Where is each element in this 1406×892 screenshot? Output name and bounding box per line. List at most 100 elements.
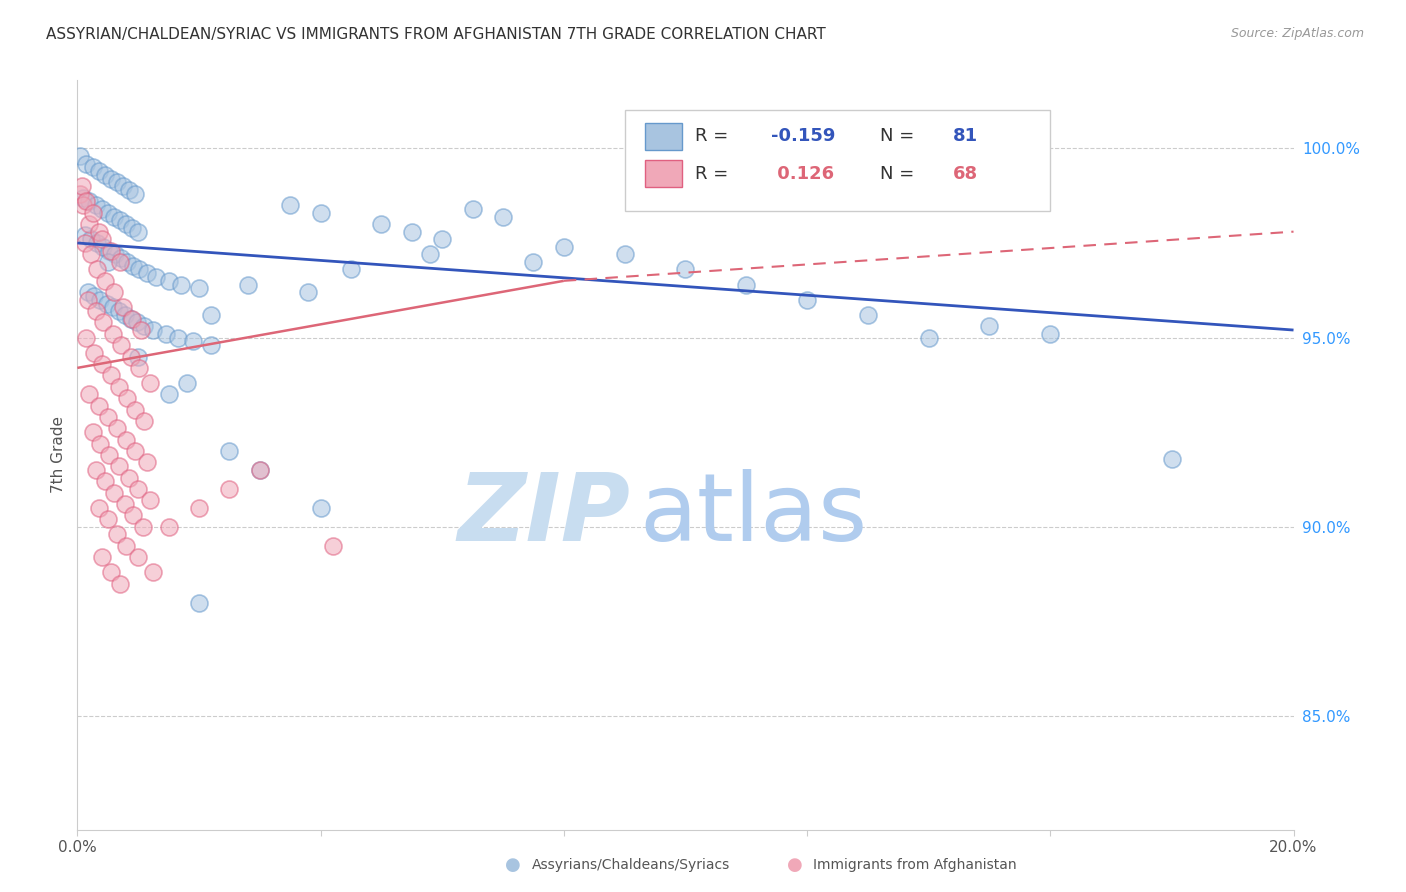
Text: Immigrants from Afghanistan: Immigrants from Afghanistan: [813, 858, 1017, 872]
Text: R =: R =: [695, 128, 734, 145]
Point: [157, 274, 180, 288]
Point: [97, 255, 120, 269]
Point: [122, 508, 145, 523]
Point: [100, 566, 122, 580]
Point: [96, 296, 118, 310]
Text: Assyrians/Chaldeans/Syriacs: Assyrians/Chaldeans/Syriacs: [531, 858, 730, 872]
Point: [157, 387, 180, 401]
Point: [115, 539, 138, 553]
Point: [401, 225, 423, 239]
Point: [553, 240, 575, 254]
Point: [87, 500, 110, 515]
Point: [90, 202, 112, 216]
Point: [115, 255, 138, 269]
Point: [87, 164, 110, 178]
Text: ZIP: ZIP: [458, 469, 631, 561]
Text: N =: N =: [880, 128, 920, 145]
Text: 0.126: 0.126: [770, 165, 834, 183]
Point: [72, 191, 94, 205]
Point: [121, 311, 143, 326]
Point: [176, 376, 198, 390]
Point: [80, 232, 103, 246]
Point: [249, 463, 271, 477]
Point: [84, 463, 107, 477]
Point: [118, 183, 141, 197]
Point: [105, 176, 128, 190]
Point: [142, 323, 165, 337]
Point: [170, 277, 193, 292]
Point: [79, 387, 101, 401]
Point: [111, 179, 134, 194]
Text: ●: ●: [505, 856, 522, 874]
Point: [73, 228, 96, 243]
Point: [127, 350, 149, 364]
Text: 81: 81: [953, 128, 979, 145]
Point: [136, 455, 159, 469]
Point: [91, 316, 114, 330]
Point: [80, 247, 103, 261]
Point: [110, 251, 132, 265]
Point: [236, 277, 259, 292]
Point: [90, 550, 112, 565]
Point: [103, 285, 125, 300]
Point: [188, 500, 211, 515]
Point: [75, 156, 97, 170]
Point: [114, 308, 136, 322]
Point: [522, 255, 544, 269]
Point: [93, 475, 115, 489]
Point: [90, 232, 112, 246]
Point: [89, 293, 111, 307]
Point: [1161, 451, 1184, 466]
Point: [93, 168, 115, 182]
Point: [200, 308, 222, 322]
Point: [249, 463, 271, 477]
Point: [91, 240, 114, 254]
Point: [124, 402, 146, 417]
Point: [188, 281, 211, 295]
Point: [75, 330, 97, 344]
Point: [735, 277, 758, 292]
Point: [796, 293, 818, 307]
Point: [84, 304, 107, 318]
Point: [108, 576, 131, 591]
Point: [918, 330, 941, 344]
Point: [218, 482, 240, 496]
Point: [108, 255, 131, 269]
Point: [86, 262, 108, 277]
Point: [322, 539, 344, 553]
Point: [82, 161, 104, 175]
Point: [155, 326, 177, 341]
Point: [69, 149, 91, 163]
Point: [297, 285, 319, 300]
Point: [82, 205, 104, 219]
Point: [127, 550, 149, 565]
Point: [309, 205, 332, 219]
Point: [419, 247, 441, 261]
Point: [87, 399, 110, 413]
Point: [127, 225, 149, 239]
Point: [278, 198, 301, 212]
Point: [93, 274, 115, 288]
Point: [120, 311, 142, 326]
Point: [108, 213, 131, 227]
Point: [104, 247, 127, 261]
Point: [97, 244, 120, 258]
Point: [73, 235, 96, 250]
Point: [122, 259, 145, 273]
Y-axis label: 7th Grade: 7th Grade: [51, 417, 66, 493]
Point: [188, 595, 211, 609]
Point: [101, 301, 124, 315]
Text: 68: 68: [953, 165, 979, 183]
Text: atlas: atlas: [640, 469, 868, 561]
Point: [82, 425, 104, 440]
Point: [79, 194, 101, 209]
FancyBboxPatch shape: [624, 111, 1050, 211]
Point: [105, 527, 128, 541]
Point: [87, 225, 110, 239]
Text: Source: ZipAtlas.com: Source: ZipAtlas.com: [1230, 27, 1364, 40]
Point: [340, 262, 363, 277]
Point: [121, 220, 143, 235]
Point: [84, 198, 107, 212]
Point: [105, 421, 128, 435]
Point: [139, 376, 162, 390]
